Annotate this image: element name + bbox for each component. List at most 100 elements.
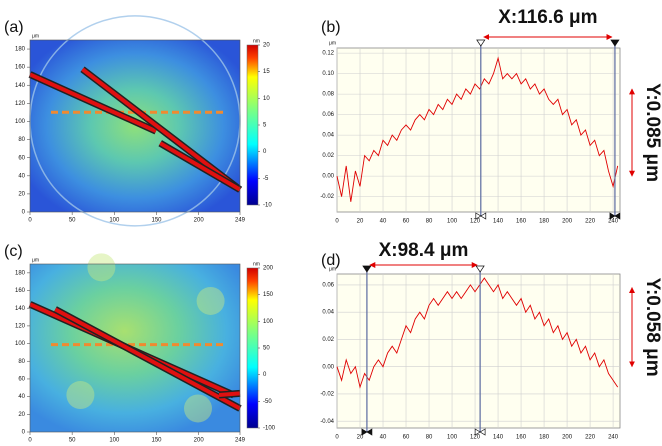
plot-area [336,273,621,429]
debris-spot [87,253,116,282]
x-tick-label: 200 [194,438,205,444]
cursor-marker [475,265,485,273]
y-tick-label: 0.04 [322,310,334,316]
colorbar [246,267,259,429]
y-tick-label: 60 [18,377,25,383]
colorbar-tick-label: 20 [263,43,270,49]
height-map [30,40,240,212]
y-tick-label: 80 [18,137,25,143]
colorbar-unit: nm [253,38,260,44]
profile-line [336,56,619,202]
y-tick-label: 0.06 [322,282,334,288]
y-tick-label: 0.02 [322,337,334,343]
x-tick-label: 220 [585,435,596,441]
x-tick-label: 240 [608,435,619,441]
cursor-marker [475,212,487,220]
debris-spot [196,286,225,315]
x-tick-label: 20 [357,219,364,225]
map-frame [29,263,241,433]
y-annotation: Y:0.058 μm [642,278,662,377]
y-tick-label: -0.02 [320,194,334,200]
x-tick-label: 60 [403,219,410,225]
profile-line [336,277,619,389]
panel-label: (d) [321,252,341,269]
y-tick-label: 160 [15,65,26,71]
colorbar-tick-label: 50 [263,346,270,352]
x-tick-label: 50 [69,218,76,224]
y-tick-label: 140 [15,83,26,89]
y-tick-label: 120 [15,101,26,107]
x-tick-label: 249 [235,438,246,444]
x-tick-label: 140 [493,219,504,225]
y-tick-label: 20 [18,191,25,197]
x-tick-label: 140 [493,435,504,441]
cursor-marker [609,212,621,220]
x-tick-label: 80 [426,219,433,225]
y-annotation: Y:0.085 μm [642,83,662,182]
cursor-marker [476,39,486,47]
x-tick-label: 120 [470,435,481,441]
y-tick-label: 0 [22,430,26,436]
x-tick-label: 100 [447,435,458,441]
probe [54,307,241,411]
y-tick-label: 0.12 [322,51,334,57]
cursor-marker [362,265,372,273]
y-tick-label: 0.08 [322,92,334,98]
y-unit: μm [329,266,336,272]
x-tick-label: 0 [28,438,32,444]
x-annotation: X:116.6 μm [498,7,597,28]
x-tick-label: 20 [357,435,364,441]
cursor-marker [474,428,486,436]
x-tick-label: 200 [562,219,573,225]
y-tick-label: 0.02 [322,153,334,159]
probe [218,391,241,398]
x-tick-label: 100 [109,218,120,224]
probe [29,72,157,133]
x-unit: μm [32,33,39,39]
y-tick-label: -0.04 [320,419,334,425]
x-tick-label: 160 [516,435,527,441]
y-tick-label: 20 [18,412,25,418]
x-tick-label: 200 [562,435,573,441]
plot-area [336,47,621,213]
colorbar-tick-label: -50 [263,399,272,405]
x-tick-label: 100 [109,438,120,444]
colorbar-tick-label: -100 [263,426,276,432]
colorbar-tick-label: 5 [263,123,267,129]
colorbar-tick-label: 0 [263,149,267,155]
y-tick-label: 180 [15,47,26,53]
colorbar-tick-label: 15 [263,69,270,75]
x-tick-label: 200 [194,218,205,224]
y-tick-label: 0.06 [322,112,334,118]
y-tick-label: 160 [15,288,26,294]
colorbar-unit: nm [253,261,260,267]
y-tick-label: 0.00 [322,174,334,180]
x-tick-label: 150 [151,218,162,224]
x-tick-label: 0 [335,219,339,225]
x-tick-label: 240 [608,219,619,225]
x-tick-label: 60 [403,435,410,441]
map-frame [29,39,241,213]
y-tick-label: 180 [15,270,26,276]
y-tick-label: 40 [18,394,25,400]
x-unit: μm [32,257,39,263]
x-tick-label: 150 [151,438,162,444]
y-tick-label: 120 [15,323,26,329]
x-annotation: X:98.4 μm [379,240,469,261]
panel-label: (c) [4,243,23,260]
y-tick-label: 100 [15,341,26,347]
x-tick-label: 100 [447,219,458,225]
debris-spot [66,381,95,410]
y-tick-label: 40 [18,173,25,179]
x-tick-label: 40 [380,435,387,441]
colorbar [246,44,259,206]
colorbar-tick-label: 0 [263,372,267,378]
probe [159,141,242,192]
colorbar-tick-label: 150 [263,292,274,298]
x-tick-label: 0 [335,435,339,441]
panel-label: (b) [321,19,341,36]
y-tick-label: 60 [18,155,25,161]
x-tick-label: 50 [69,438,76,444]
debris-spot [184,394,212,423]
